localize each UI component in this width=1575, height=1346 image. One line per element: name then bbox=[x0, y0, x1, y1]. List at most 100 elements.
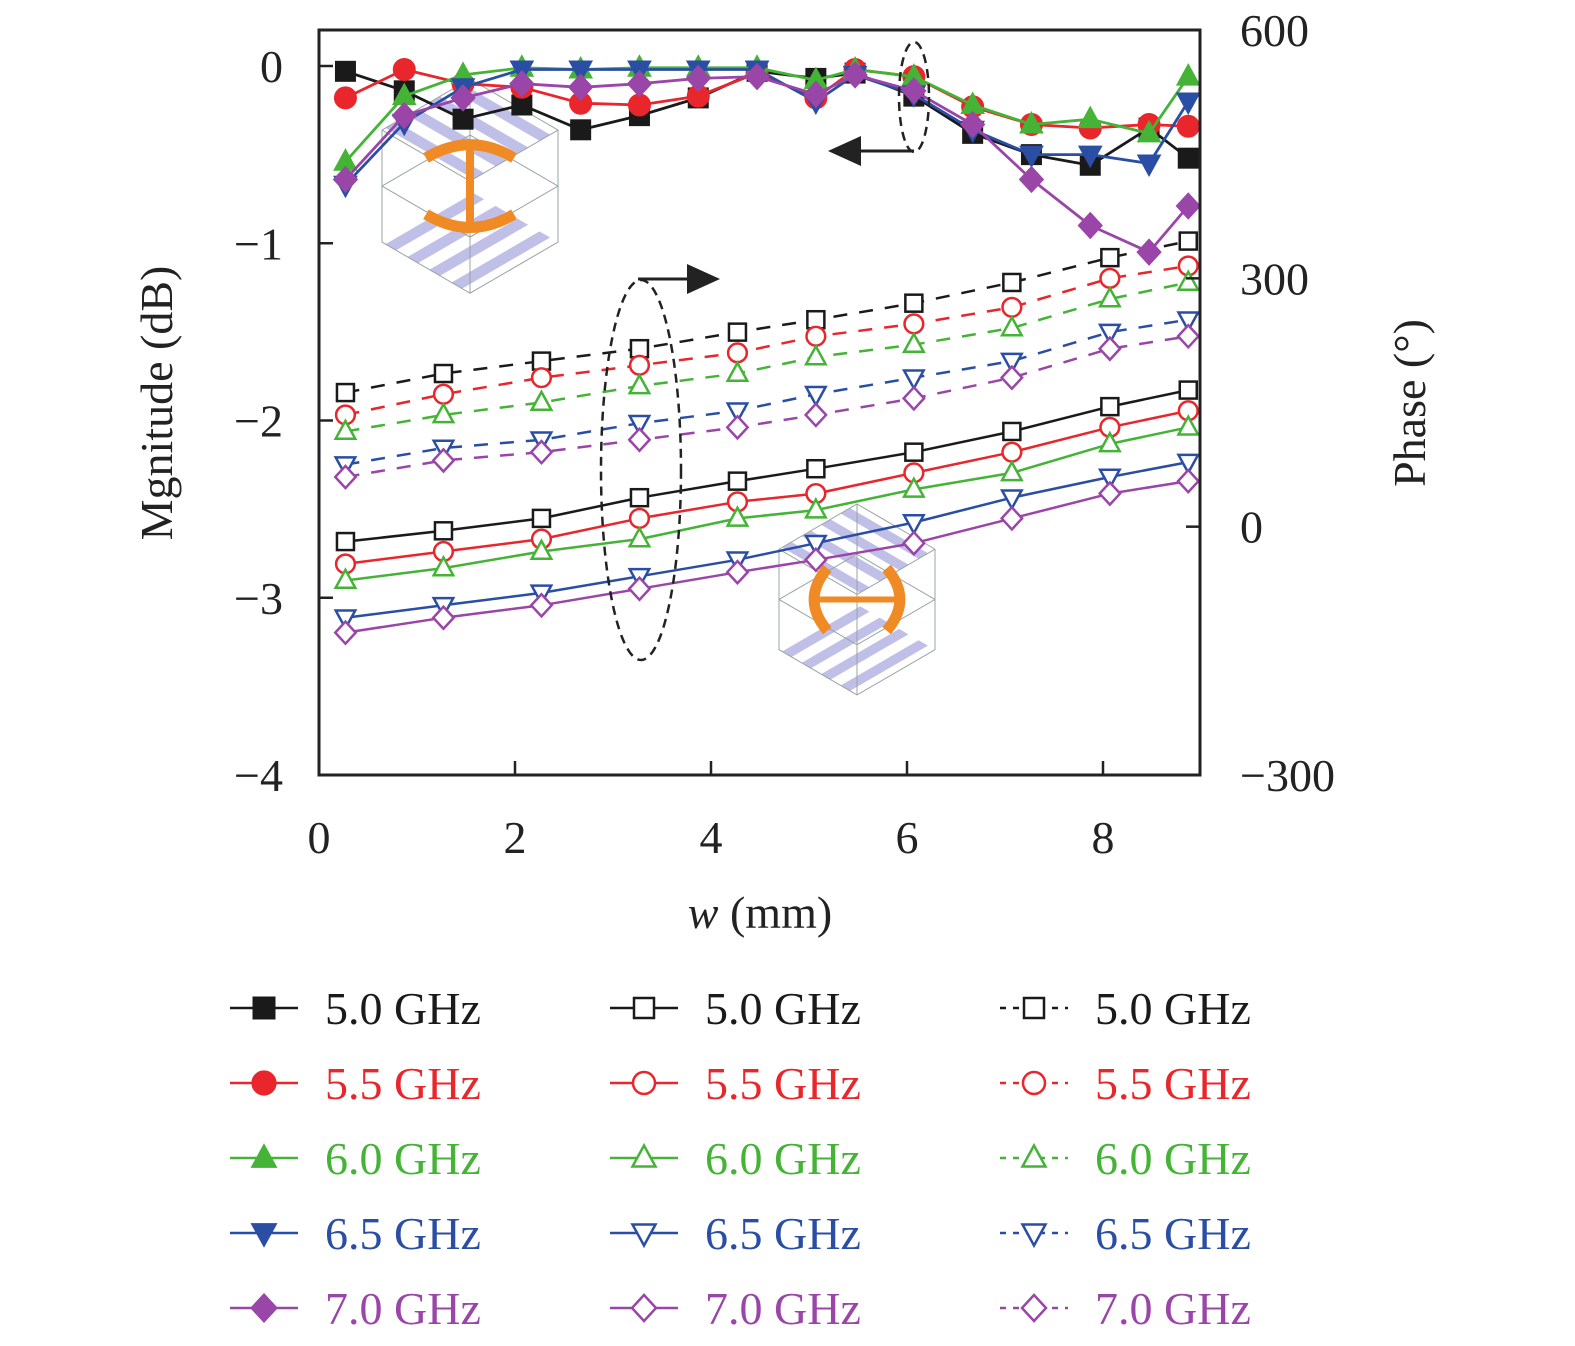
data-point bbox=[806, 309, 826, 330]
phase-solid-6-5-ghz bbox=[333, 453, 1201, 631]
legend-marker-triangle-down-icon bbox=[250, 1223, 278, 1248]
x-tick-label: 4 bbox=[700, 812, 723, 863]
data-point bbox=[627, 372, 652, 395]
series-line bbox=[344, 73, 1190, 254]
data-point bbox=[1099, 267, 1121, 289]
legend-marker-triangle-up-icon bbox=[630, 1142, 658, 1168]
data-point bbox=[1019, 110, 1044, 134]
x-axis-title-variable: w bbox=[688, 887, 719, 938]
data-point bbox=[626, 69, 653, 98]
legend-label: 6.5 GHz bbox=[705, 1208, 861, 1259]
legend-marker-diamond-icon bbox=[250, 1292, 278, 1324]
legend-marker-triangle-up-icon bbox=[250, 1143, 278, 1168]
phase-group-ellipse bbox=[599, 278, 683, 662]
legend-label: 6.5 GHz bbox=[325, 1208, 481, 1259]
data-point bbox=[333, 619, 358, 646]
data-point bbox=[332, 165, 359, 194]
legend-entry: 6.0 GHz bbox=[610, 1133, 861, 1184]
y-right-tick-label: 300 bbox=[1240, 253, 1309, 304]
data-point bbox=[531, 351, 552, 371]
data-point bbox=[744, 62, 770, 91]
y-left-tick-label: 0 bbox=[260, 41, 283, 92]
data-point bbox=[1177, 147, 1199, 169]
series-line bbox=[345, 388, 1189, 543]
data-point bbox=[1019, 145, 1044, 169]
y-axis-left-title: Mgnitude (dB) bbox=[131, 266, 182, 541]
data-point bbox=[1176, 468, 1201, 495]
x-axis-title: w (mm) bbox=[688, 887, 832, 938]
data-point bbox=[901, 331, 926, 354]
series-line bbox=[345, 239, 1189, 394]
data-point bbox=[1002, 421, 1022, 442]
phase-dashed-6-5-ghz bbox=[333, 311, 1201, 478]
phase-dashed-5-0-ghz bbox=[335, 231, 1199, 403]
inset-unit-cell-horizontal bbox=[778, 503, 936, 696]
x-tick-label: 2 bbox=[504, 812, 527, 863]
y-right-tick-label: 600 bbox=[1240, 5, 1309, 56]
data-point bbox=[725, 505, 750, 527]
data-point bbox=[529, 538, 554, 560]
data-point bbox=[627, 525, 652, 548]
data-point bbox=[509, 69, 535, 98]
legend-label: 6.0 GHz bbox=[705, 1133, 861, 1184]
legend-entry: 6.0 GHz bbox=[1000, 1133, 1251, 1184]
data-point bbox=[805, 325, 827, 347]
data-point bbox=[1077, 211, 1103, 240]
data-point bbox=[628, 507, 651, 529]
y-left-tick-label: −4 bbox=[234, 750, 283, 801]
data-point bbox=[629, 338, 650, 359]
data-point bbox=[1136, 154, 1162, 178]
data-point bbox=[431, 604, 456, 631]
data-point bbox=[803, 402, 828, 428]
data-point bbox=[1001, 441, 1023, 463]
data-point bbox=[1097, 430, 1122, 453]
data-point bbox=[725, 559, 750, 586]
x-tick-label: 6 bbox=[896, 812, 919, 863]
legend-marker-triangle-down-icon bbox=[630, 1223, 658, 1249]
data-point bbox=[1077, 145, 1103, 169]
legend-entry: 6.5 GHz bbox=[230, 1208, 481, 1259]
data-point bbox=[431, 554, 456, 577]
data-point bbox=[333, 418, 358, 440]
phase-solid-5-5-ghz bbox=[334, 400, 1199, 575]
phase-solid-6-0-ghz bbox=[333, 414, 1201, 589]
data-point bbox=[1001, 296, 1023, 318]
legend-entry: 5.5 GHz bbox=[610, 1058, 861, 1109]
resonator-shape bbox=[808, 564, 906, 635]
legend-label: 6.5 GHz bbox=[1095, 1208, 1251, 1259]
data-point bbox=[727, 322, 748, 342]
data-point bbox=[627, 426, 652, 453]
legend-entry: 7.0 GHz bbox=[1000, 1283, 1251, 1334]
data-point bbox=[1100, 247, 1120, 268]
data-point bbox=[803, 385, 828, 408]
legend-entry: 5.0 GHz bbox=[1000, 983, 1251, 1034]
legend-label: 7.0 GHz bbox=[705, 1283, 861, 1334]
legend-marker-diamond-icon bbox=[1020, 1293, 1048, 1323]
data-point bbox=[1176, 269, 1201, 291]
data-point bbox=[901, 514, 926, 536]
data-point bbox=[1100, 396, 1120, 417]
series-line bbox=[344, 66, 1190, 163]
data-point bbox=[567, 73, 594, 102]
data-point bbox=[627, 414, 652, 437]
data-point bbox=[1097, 285, 1122, 308]
data-point bbox=[333, 567, 358, 589]
legend-marker-triangle-down-icon bbox=[1020, 1223, 1048, 1249]
data-point bbox=[1175, 63, 1201, 86]
legend-column-open-dashed: 5.0 GHz 5.5 GHz 6.0 GHz 6.5 GHz 7.0 GHz bbox=[1000, 983, 1251, 1334]
stripes-bottom bbox=[782, 606, 928, 691]
data-point bbox=[685, 64, 711, 93]
data-point bbox=[999, 459, 1024, 482]
plot-frame bbox=[317, 28, 1202, 777]
data-point bbox=[999, 505, 1024, 532]
data-point bbox=[842, 61, 868, 89]
data-point bbox=[1176, 311, 1201, 333]
data-point bbox=[433, 521, 454, 541]
data-point bbox=[432, 383, 455, 405]
data-point bbox=[725, 414, 750, 441]
data-point bbox=[1176, 114, 1200, 138]
data-point bbox=[901, 77, 927, 105]
legend-label: 5.0 GHz bbox=[705, 983, 861, 1034]
legend-entry: 7.0 GHz bbox=[610, 1283, 861, 1334]
data-point bbox=[903, 313, 925, 335]
